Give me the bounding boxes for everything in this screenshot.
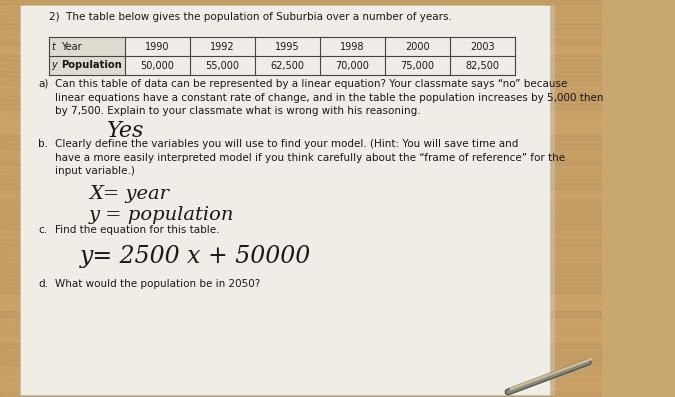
Text: y = population: y = population (89, 206, 234, 224)
Bar (0, 23, 601, 29)
Bar (0, 367, 601, 373)
Text: c.: c. (38, 225, 47, 235)
Bar (0, 135, 601, 141)
Text: 1995: 1995 (275, 42, 300, 52)
Bar (20, 5, 550, 395)
Bar (0, 359, 601, 365)
Bar (0, 279, 601, 285)
Bar (0, 343, 601, 349)
Bar (0, 95, 601, 101)
Bar (0, 175, 601, 181)
Bar (0, 63, 601, 69)
Text: 2000: 2000 (405, 42, 430, 52)
Text: 2003: 2003 (470, 42, 495, 52)
Text: X= year: X= year (89, 185, 169, 203)
Text: 75,000: 75,000 (400, 60, 435, 71)
Bar (0, 119, 601, 125)
Text: 1992: 1992 (210, 42, 235, 52)
Text: 2)  The table below gives the population of Suburbia over a number of years.: 2) The table below gives the population … (49, 12, 452, 22)
Bar (0, 335, 601, 341)
Bar (0, 15, 601, 21)
Bar (0, 287, 601, 293)
Bar (0, 151, 601, 157)
Bar (0, 199, 601, 205)
Bar (0, 31, 601, 37)
Text: 50,000: 50,000 (140, 60, 174, 71)
Text: a): a) (38, 79, 49, 89)
Bar (0, 375, 601, 381)
Bar (0, 191, 601, 197)
Bar (0, 47, 601, 53)
Bar (0, 295, 601, 301)
Bar (0, 319, 601, 325)
Bar (0, 79, 601, 85)
Text: t: t (52, 42, 55, 52)
Bar (0, 55, 601, 61)
Text: Can this table of data can be represented by a linear equation? Your classmate s: Can this table of data can be represente… (55, 79, 603, 116)
Bar (0, 111, 601, 117)
Bar (0, 311, 601, 317)
Text: 1990: 1990 (145, 42, 169, 52)
Text: b.: b. (38, 139, 49, 149)
Bar (0, 39, 601, 45)
Bar (0, 271, 601, 277)
Text: Yes: Yes (107, 120, 144, 142)
Text: Find the equation for this table.: Find the equation for this table. (55, 225, 220, 235)
Bar (0, 255, 601, 261)
Bar (0, 351, 601, 357)
Bar (0, 215, 601, 221)
Text: 62,500: 62,500 (271, 60, 304, 71)
Text: y: y (52, 60, 57, 71)
Text: 70,000: 70,000 (335, 60, 369, 71)
Bar (0, 143, 601, 149)
Bar (49, 37, 125, 75)
Text: d.: d. (38, 279, 49, 289)
Bar (0, 159, 601, 165)
Text: What would the population be in 2050?: What would the population be in 2050? (55, 279, 261, 289)
Bar (0, 127, 601, 133)
Bar (0, 207, 601, 213)
Bar (0, 7, 601, 13)
Text: y= 2500 x + 50000: y= 2500 x + 50000 (80, 245, 311, 268)
Text: Clearly define the variables you will use to find your model. (Hint: You will sa: Clearly define the variables you will us… (55, 139, 566, 176)
Text: 82,500: 82,500 (466, 60, 500, 71)
Bar (0, 87, 601, 93)
Bar (0, 223, 601, 229)
Bar (0, 183, 601, 189)
Bar (0, 391, 601, 397)
Text: Year: Year (61, 42, 82, 52)
Bar (0, 303, 601, 309)
Text: Population: Population (61, 60, 122, 71)
Bar (0, 103, 601, 109)
Bar (0, 0, 601, 5)
Bar (0, 327, 601, 333)
Bar (0, 71, 601, 77)
Text: 1998: 1998 (340, 42, 364, 52)
Bar (0, 383, 601, 389)
Bar (0, 167, 601, 173)
Bar (0, 247, 601, 253)
Bar (0, 231, 601, 237)
Bar (550, 5, 556, 395)
Bar (0, 239, 601, 245)
Bar (0, 263, 601, 269)
Text: 55,000: 55,000 (205, 60, 240, 71)
